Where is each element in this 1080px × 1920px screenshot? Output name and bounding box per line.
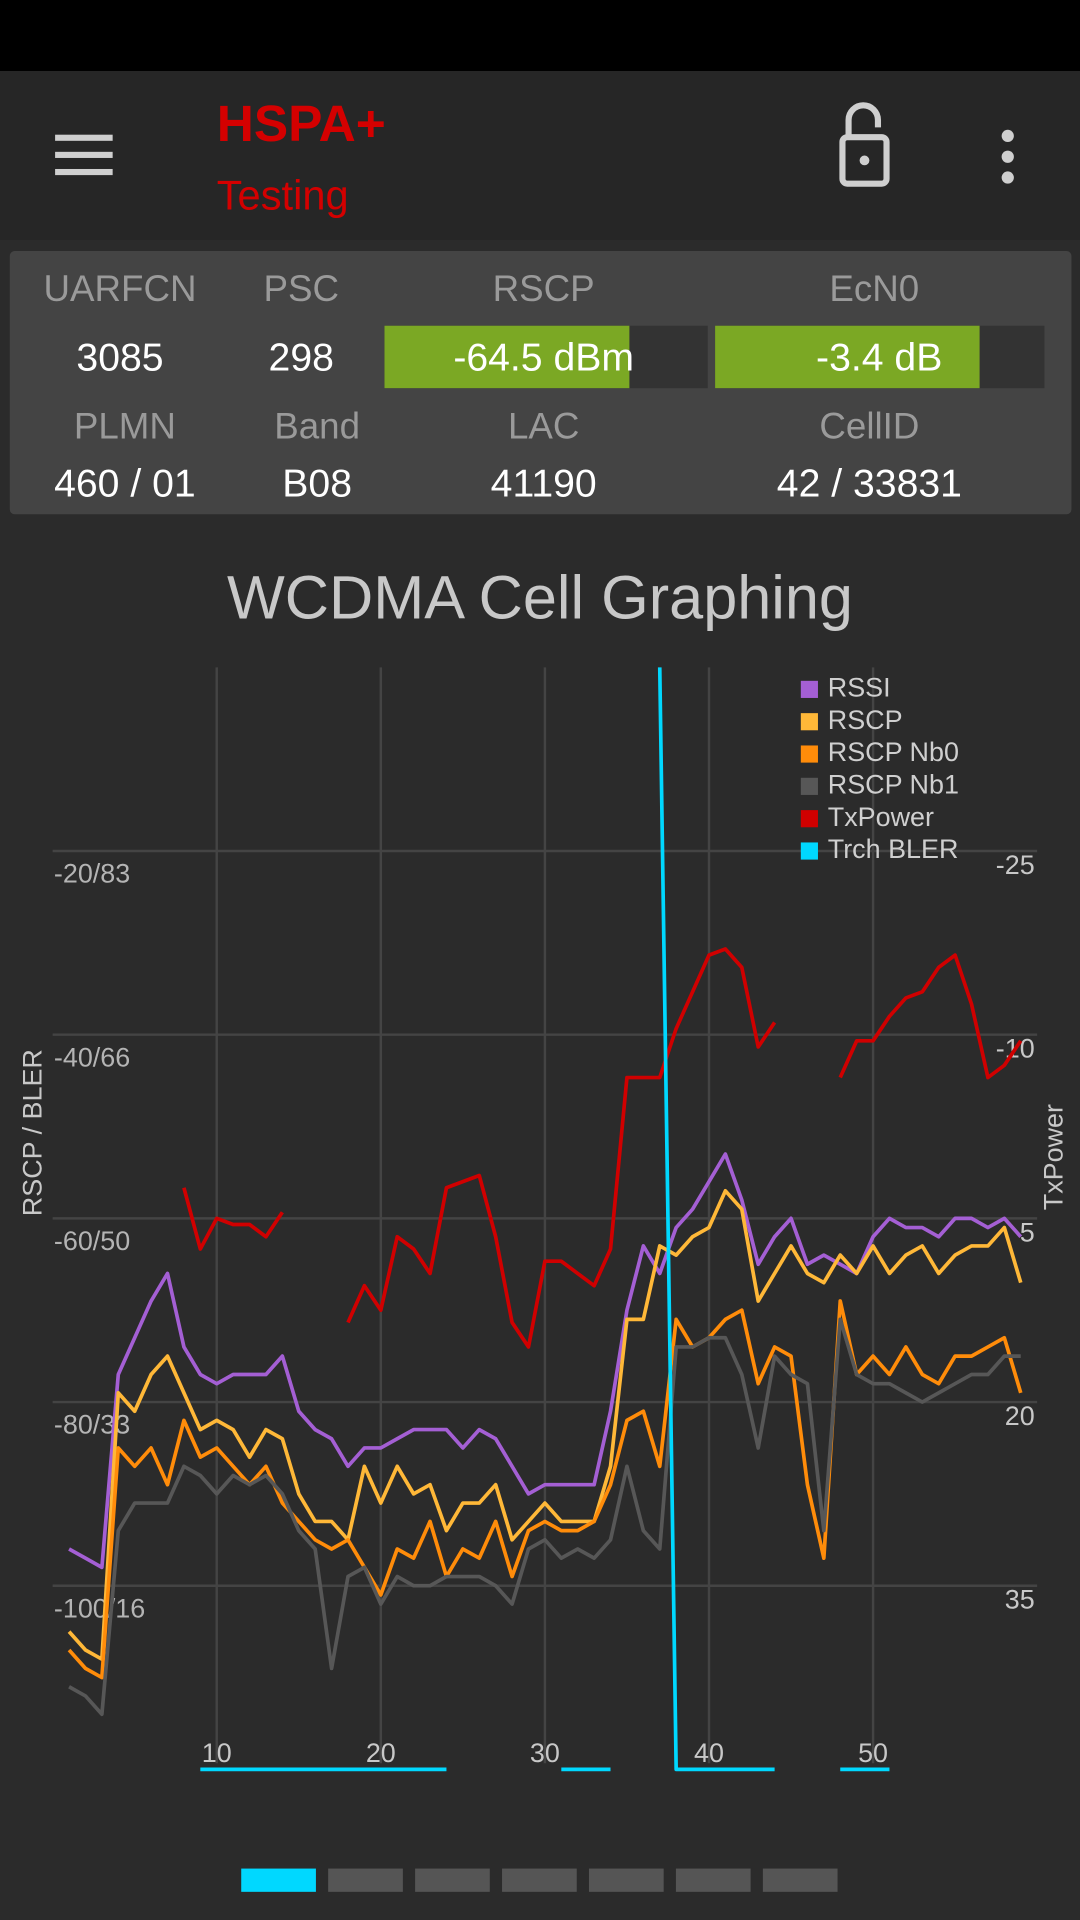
y2-tick-label: 5 (1020, 1217, 1035, 1247)
y-tick-label: -100/16 (54, 1593, 145, 1623)
stat-value: 42 / 33831 (777, 462, 962, 505)
page-indicator[interactable] (241, 1868, 316, 1892)
lock-body (839, 134, 890, 187)
y-tick-label: -40/66 (54, 1042, 130, 1072)
legend-swatch (800, 713, 818, 731)
plot: -20/83-40/66-60/50-80/33-100/16-25-10520… (52, 667, 1038, 1772)
stat-label: LAC (508, 405, 579, 446)
app-subtitle: Testing (217, 171, 349, 218)
stat-label: PLMN (74, 405, 176, 446)
page-indicator[interactable] (762, 1868, 838, 1892)
lock-hole (859, 155, 870, 166)
status-bar (0, 0, 1080, 72)
legend-swatch (800, 777, 818, 795)
menu-bar (55, 168, 113, 176)
y-axis-title: RSCP / BLER (17, 1049, 47, 1216)
stat-label: UARFCN (44, 268, 197, 309)
y2-axis-title: TxPower (1039, 1104, 1069, 1210)
legend-label: RSCP Nb0 (828, 737, 959, 767)
app-title: HSPA+ (217, 94, 386, 152)
y-tick-label: -60/50 (54, 1226, 130, 1256)
lock-shackle (845, 102, 882, 138)
stat-label: RSCP (493, 268, 595, 309)
stat-label: Band (274, 405, 360, 446)
stat-value: 460 / 01 (54, 462, 196, 505)
dot (1001, 129, 1014, 143)
chart-title: WCDMA Cell Graphing (227, 564, 853, 632)
stat-label: CellID (819, 405, 919, 446)
meter-fill (384, 325, 630, 389)
y2-tick-label: 20 (1005, 1401, 1035, 1431)
series-line (67, 1188, 1023, 1662)
x-tick-label: 40 (694, 1738, 724, 1768)
legend-label: TxPower (828, 802, 934, 832)
dot (1001, 150, 1014, 163)
legend-swatch (800, 842, 818, 860)
menu-button[interactable] (55, 134, 113, 176)
y2-tick-label: -25 (996, 850, 1035, 880)
legend-swatch (800, 680, 818, 698)
lock-button[interactable] (839, 102, 890, 187)
app-bar (0, 71, 1080, 240)
x-tick-label: 50 (858, 1738, 888, 1768)
series-line (200, 667, 890, 1772)
legend-label: RSCP Nb1 (828, 769, 959, 799)
page-indicator[interactable] (588, 1868, 664, 1892)
stat-value: 41190 (491, 462, 597, 505)
meter-fill (715, 325, 980, 389)
stat-value: -64.5 dBm (453, 336, 634, 379)
page-indicator[interactable] (502, 1868, 577, 1892)
legend-label: RSCP (828, 705, 903, 735)
y2-tick-label: 35 (1005, 1585, 1035, 1615)
stat-value: 298 (269, 336, 334, 379)
page-indicator[interactable] (328, 1868, 403, 1892)
series-line (68, 1317, 1021, 1717)
stat-value: -3.4 dB (816, 336, 942, 379)
page-indicator[interactable] (675, 1868, 751, 1892)
pager (241, 1868, 838, 1892)
legend-label: Trch BLER (828, 834, 959, 864)
x-tick-label: 10 (202, 1738, 232, 1768)
dot (1001, 171, 1014, 184)
x-tick-label: 30 (530, 1738, 560, 1768)
overflow-menu[interactable] (1001, 129, 1014, 184)
x-tick-label: 20 (366, 1738, 396, 1768)
y-tick-label: -20/83 (54, 859, 130, 889)
legend-swatch (800, 745, 818, 763)
menu-bar (55, 134, 113, 141)
menu-bar (55, 151, 113, 158)
stat-label: EcN0 (829, 268, 919, 309)
page-indicator[interactable] (415, 1868, 490, 1892)
legend-swatch (800, 810, 818, 828)
series-line (182, 947, 1023, 1349)
stat-value: B08 (282, 462, 352, 505)
legend-label: RSSI (828, 672, 891, 702)
series-line (67, 1299, 1023, 1680)
stat-value: 3085 (76, 336, 163, 379)
stat-label: PSC (263, 268, 339, 309)
